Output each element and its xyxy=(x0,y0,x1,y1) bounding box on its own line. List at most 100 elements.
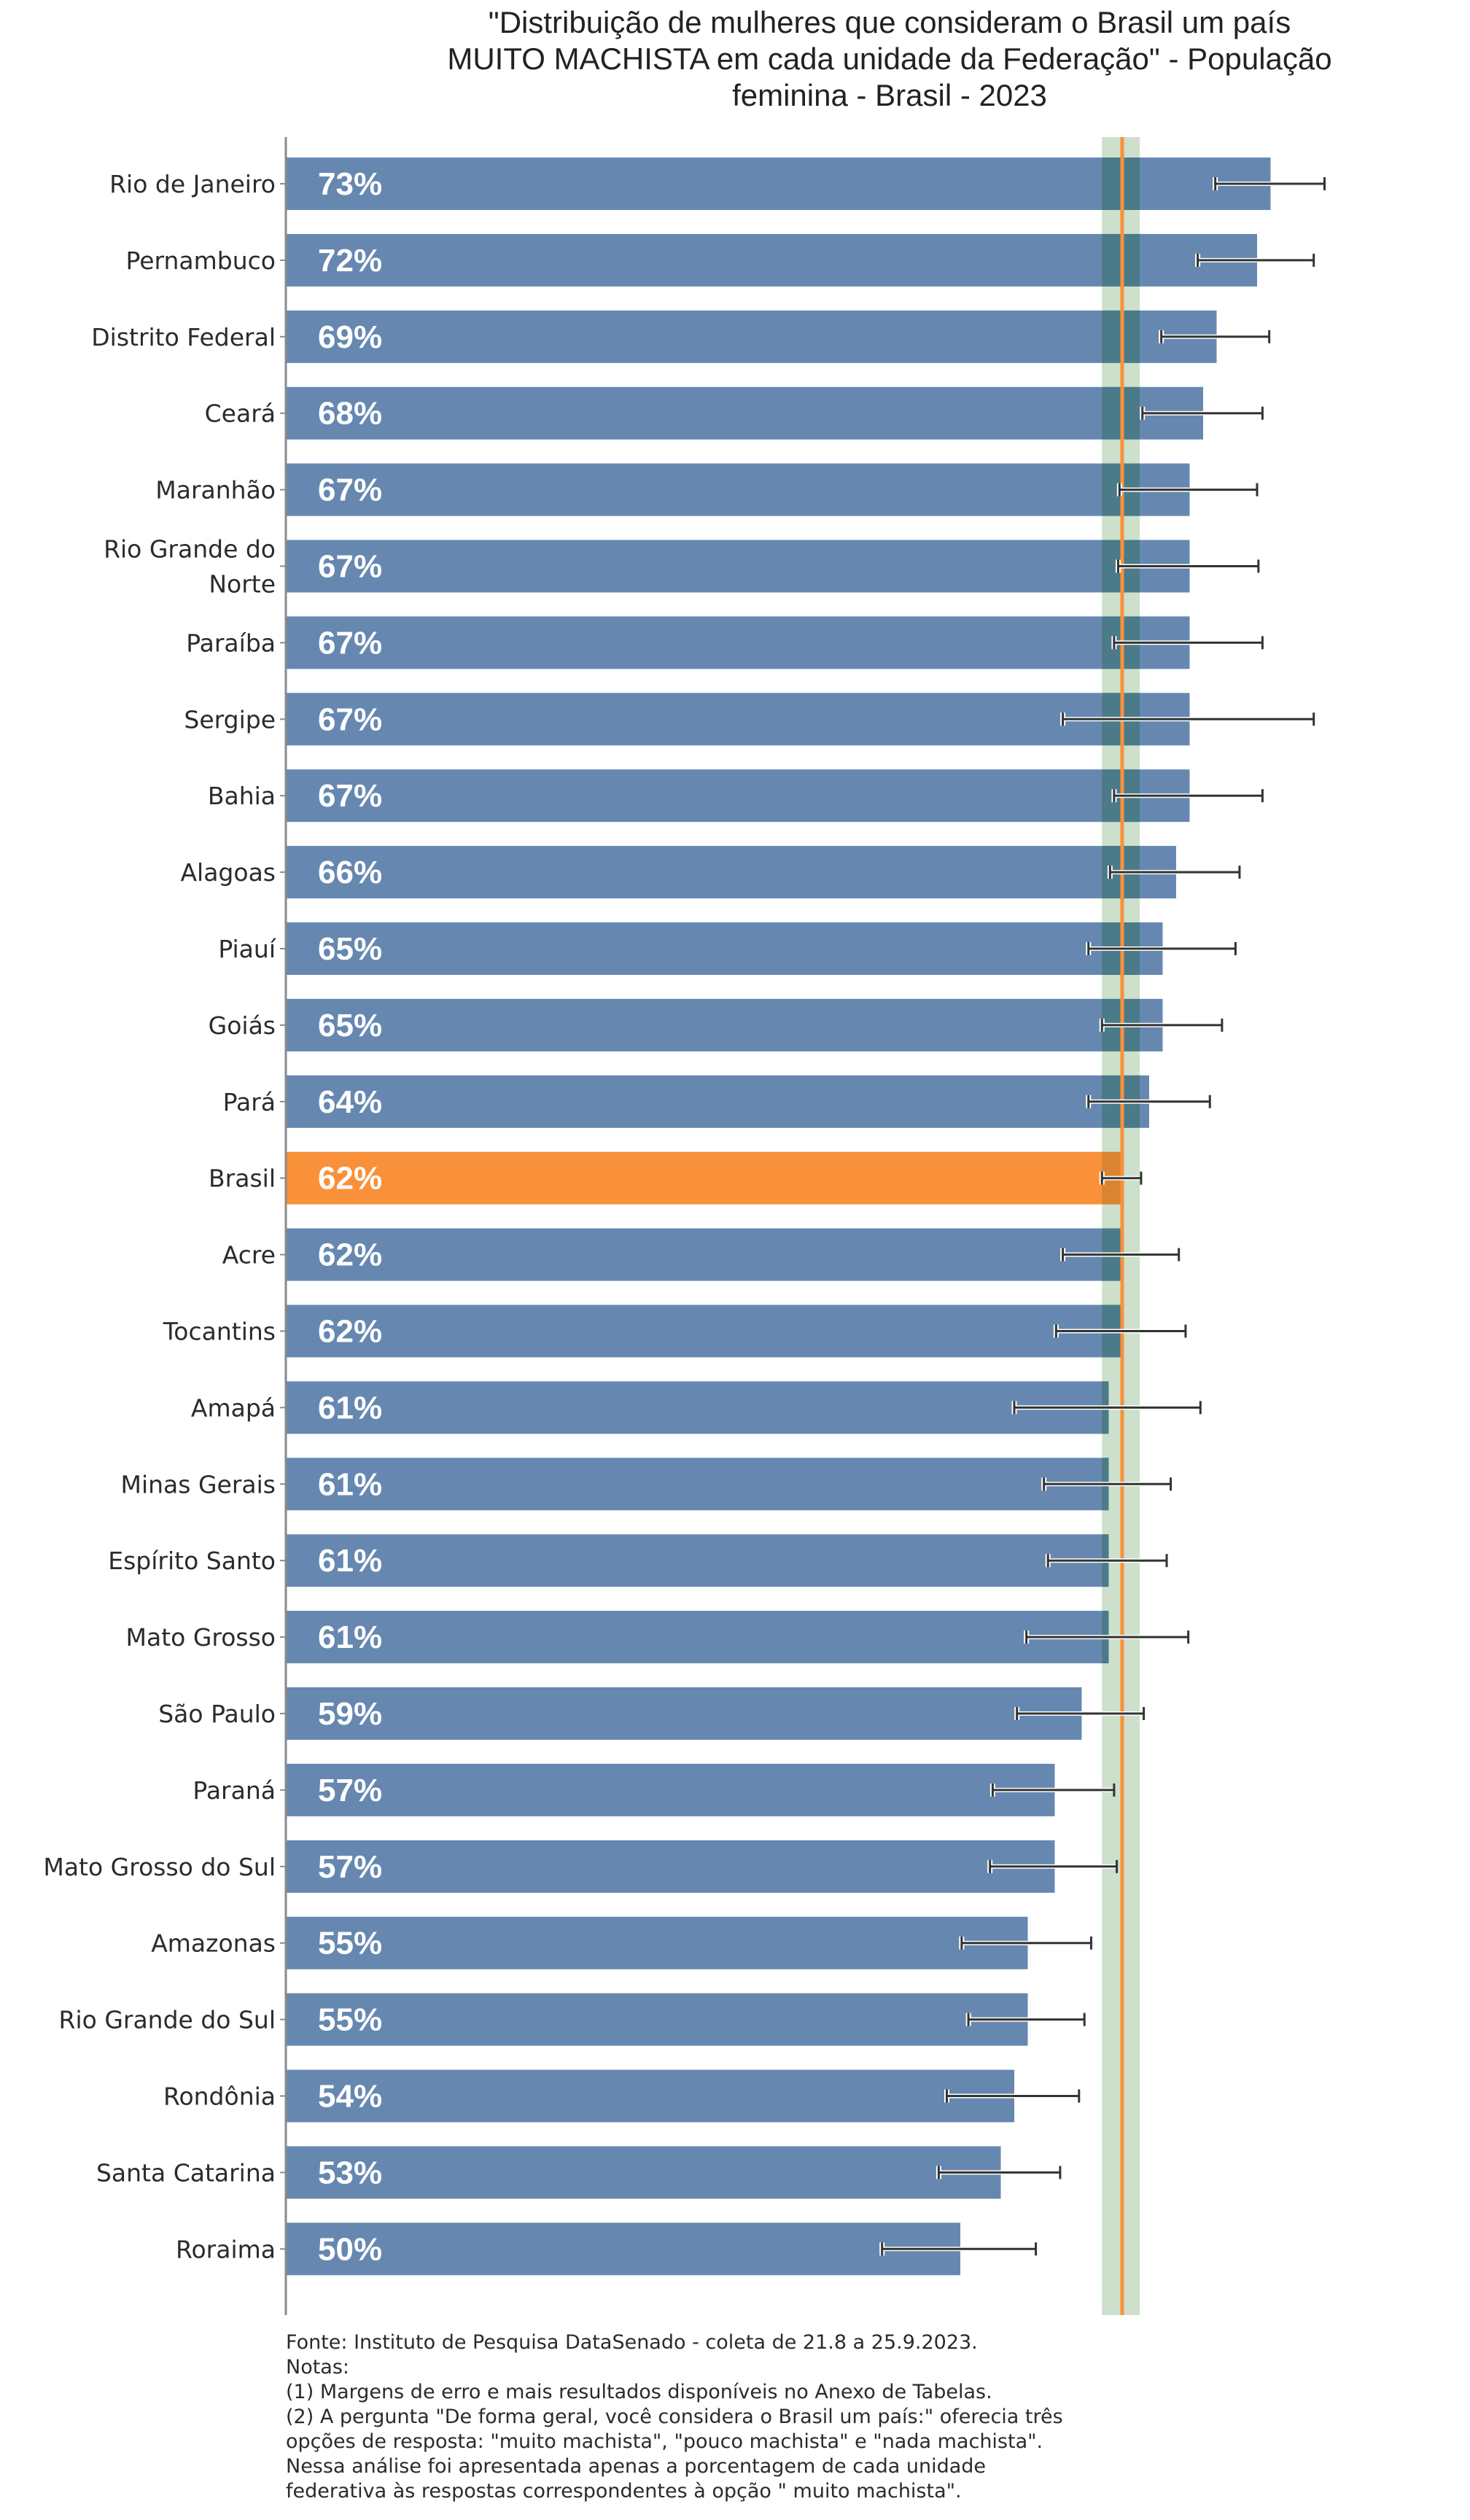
bar xyxy=(286,1458,1109,1511)
error-bar xyxy=(1060,1248,1181,1261)
error-bar xyxy=(1060,712,1315,726)
category-label-line: Espírito Santo xyxy=(108,1547,276,1575)
bar xyxy=(286,463,1190,516)
error-bar xyxy=(1086,1094,1211,1108)
error-bar xyxy=(1024,1630,1190,1644)
bar xyxy=(286,1993,1028,2046)
category-label-line: Mato Grosso xyxy=(126,1623,276,1652)
bar xyxy=(286,2222,960,2276)
error-bar xyxy=(1014,1707,1146,1720)
bar xyxy=(286,540,1190,593)
category-label: Rio Grande do Sul xyxy=(59,2006,276,2034)
error-bar xyxy=(1099,1171,1143,1185)
error-bar xyxy=(1053,1324,1187,1338)
notes-heading: Notas: xyxy=(286,2356,350,2379)
category-label-line: Alagoas xyxy=(180,858,276,887)
value-label: 69% xyxy=(318,319,382,355)
category-label-line: Goiás xyxy=(209,1011,276,1040)
category-label-line: Amazonas xyxy=(151,1929,276,1958)
error-bar xyxy=(936,2166,1062,2179)
source-line: Fonte: Instituto de Pesquisa DataSenado … xyxy=(286,2331,978,2354)
category-label: Brasil xyxy=(209,1164,276,1193)
category-label: Piauí xyxy=(218,935,276,963)
bar xyxy=(286,1304,1122,1358)
category-label-line: Sergipe xyxy=(184,705,276,734)
error-bar xyxy=(1115,559,1260,573)
value-label: 62% xyxy=(318,1237,382,1273)
category-label: Mato Grosso do Sul xyxy=(43,1853,276,1881)
bar xyxy=(286,1534,1109,1587)
category-label: Alagoas xyxy=(180,858,276,887)
category-label-line: Mato Grosso do Sul xyxy=(43,1853,276,1881)
bar xyxy=(286,1611,1109,1664)
error-bar xyxy=(1111,636,1264,650)
category-label-line: Rio Grande do xyxy=(104,535,276,564)
category-label-line: Minas Gerais xyxy=(121,1470,276,1498)
category-label: São Paulo xyxy=(158,1700,276,1728)
category-label-line: Ceará xyxy=(205,400,276,428)
value-label: 61% xyxy=(318,1543,382,1579)
value-label: 67% xyxy=(318,472,382,508)
category-label-line: Paraíba xyxy=(186,629,276,657)
bar xyxy=(286,158,1271,210)
value-label: 67% xyxy=(318,701,382,737)
category-label-line: Roraima xyxy=(176,2235,276,2263)
category-label-line: Norte xyxy=(209,570,276,599)
bar xyxy=(286,1075,1149,1128)
category-label-line: Distrito Federal xyxy=(91,323,276,351)
note-line: (2) A pergunta "De forma geral, você con… xyxy=(286,2406,1063,2428)
value-label: 61% xyxy=(318,1390,382,1426)
category-label: Minas Gerais xyxy=(121,1470,276,1498)
bar xyxy=(286,1916,1028,1969)
bar-highlight xyxy=(286,1151,1122,1205)
value-label: 61% xyxy=(318,1619,382,1655)
error-bar xyxy=(1140,406,1264,420)
bar xyxy=(286,310,1217,363)
category-label: Amapá xyxy=(191,1393,276,1422)
category-label: Rio de Janeiro xyxy=(109,170,276,198)
value-label: 54% xyxy=(318,2079,382,2115)
category-label: Distrito Federal xyxy=(91,323,276,351)
category-label-line: Tocantins xyxy=(163,1318,276,1346)
category-label: Bahia xyxy=(208,782,276,810)
note-line: Nessa análise foi apresentada apenas a p… xyxy=(286,2455,987,2478)
category-label-line: Paraná xyxy=(192,1776,276,1805)
value-label: 68% xyxy=(318,396,382,432)
category-label-line: Piauí xyxy=(218,935,276,963)
error-bar xyxy=(1099,1018,1224,1032)
category-label: Santa Catarina xyxy=(96,2158,276,2187)
value-label: 55% xyxy=(318,1926,382,1961)
value-label: 67% xyxy=(318,549,382,585)
bar xyxy=(286,922,1163,975)
value-label: 67% xyxy=(318,625,382,661)
category-label: Ceará xyxy=(205,400,276,428)
value-label: 62% xyxy=(318,1161,382,1197)
bar xyxy=(286,1687,1082,1740)
category-label: Mato Grosso xyxy=(126,1623,276,1652)
error-bar xyxy=(989,1783,1116,1797)
category-label: Maranhão xyxy=(155,476,276,505)
title-line: feminina - Brasil - 2023 xyxy=(732,78,1047,112)
category-label-line: Acre xyxy=(222,1241,276,1269)
bar-chart: 73% Rio de Janeiro 72% Pernambuco 69% Distrit… xyxy=(43,137,1326,2315)
bar xyxy=(286,1228,1122,1281)
error-bar xyxy=(1041,1477,1172,1491)
error-bar xyxy=(879,2242,1038,2256)
value-label: 65% xyxy=(318,931,382,967)
bar xyxy=(286,1763,1055,1816)
category-label-line: Rio de Janeiro xyxy=(109,170,276,198)
category-label-line: Santa Catarina xyxy=(96,2158,276,2187)
value-label: 50% xyxy=(318,2231,382,2267)
error-bar xyxy=(1159,330,1271,343)
category-label-line: Maranhão xyxy=(155,476,276,505)
category-label: Rondônia xyxy=(163,2082,276,2111)
category-label: Goiás xyxy=(209,1011,276,1040)
bar xyxy=(286,386,1203,440)
bar xyxy=(286,233,1257,287)
value-label: 65% xyxy=(318,1008,382,1043)
error-bar xyxy=(1116,483,1259,497)
category-label: Acre xyxy=(222,1241,276,1269)
category-label-line: Rio Grande do Sul xyxy=(59,2006,276,2034)
bar xyxy=(286,693,1190,746)
value-label: 64% xyxy=(318,1084,382,1120)
